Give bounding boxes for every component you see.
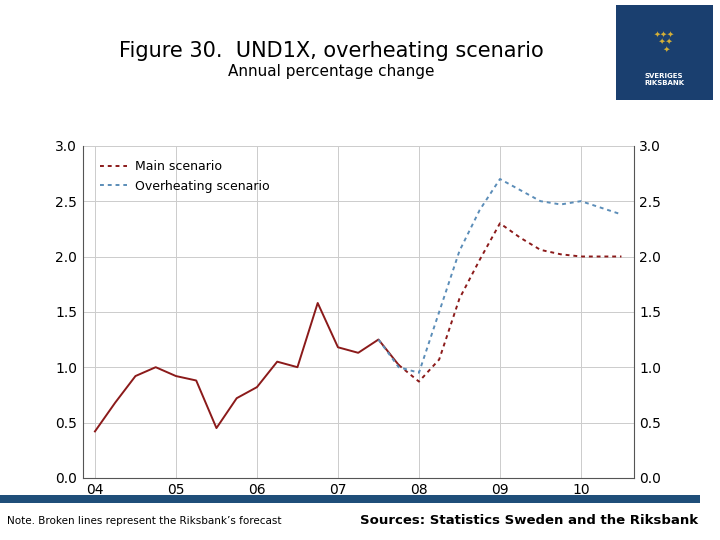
Text: ✦✦✦
 ✦✦
  ✦: ✦✦✦ ✦✦ ✦ [654, 29, 675, 53]
Text: Figure 30.  UND1X, overheating scenario: Figure 30. UND1X, overheating scenario [119, 41, 544, 62]
Legend: Main scenario, Overheating scenario: Main scenario, Overheating scenario [94, 156, 274, 198]
Text: SVERIGES
RIKSBANK: SVERIGES RIKSBANK [644, 72, 684, 86]
Text: Sources: Statistics Sweden and the Riksbank: Sources: Statistics Sweden and the Riksb… [360, 514, 698, 527]
Text: Note. Broken lines represent the Riksbank’s forecast: Note. Broken lines represent the Riksban… [7, 516, 282, 525]
Text: Annual percentage change: Annual percentage change [228, 64, 434, 79]
